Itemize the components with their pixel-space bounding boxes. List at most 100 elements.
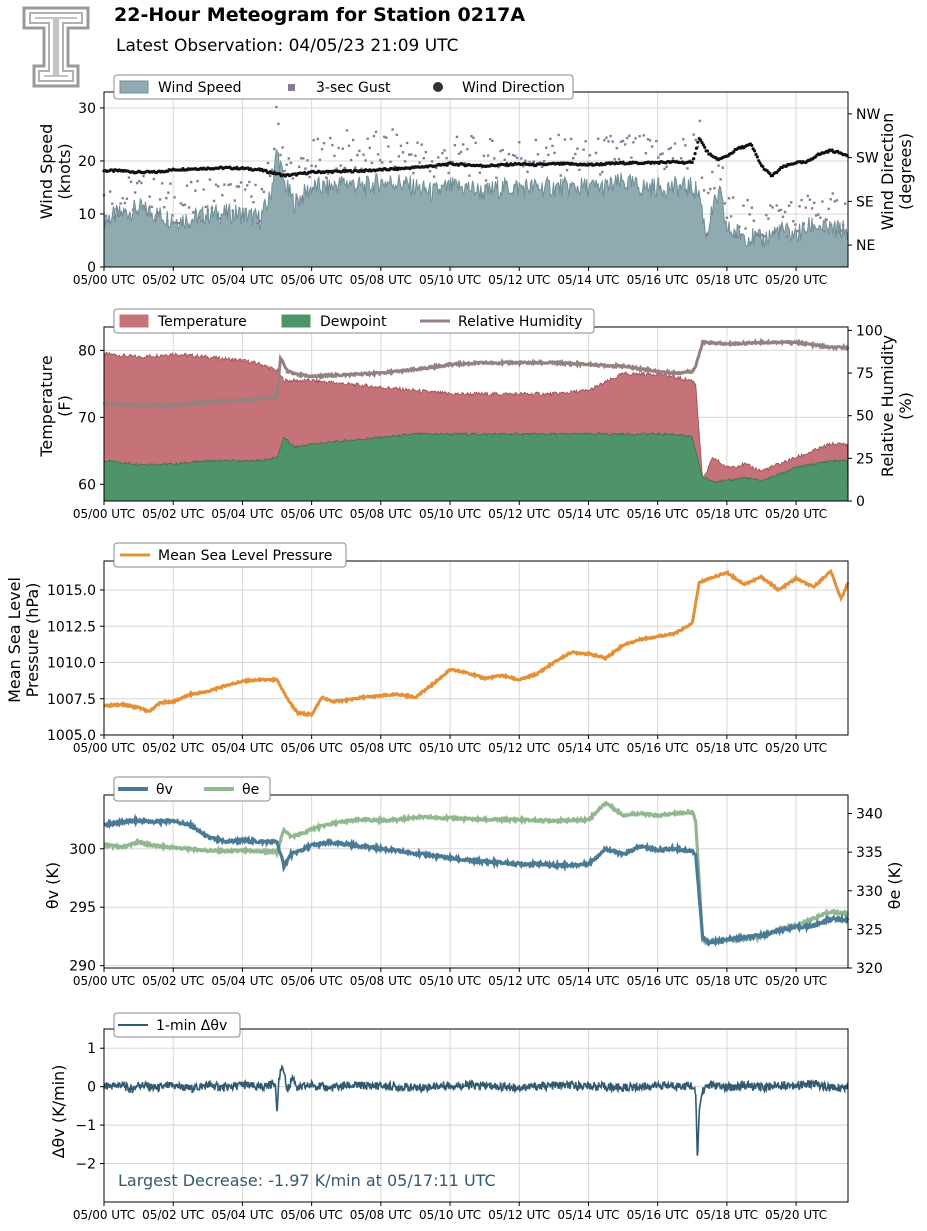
gust-point xyxy=(314,165,317,168)
gust-point xyxy=(515,156,519,160)
x-tick-label: 05/16 UTC xyxy=(627,1208,689,1222)
gust-point xyxy=(781,215,785,219)
gust-point xyxy=(491,139,494,142)
legend-label: Mean Sea Level Pressure xyxy=(158,548,332,564)
gust-point xyxy=(341,147,344,150)
gust-point xyxy=(821,200,824,203)
gust-point xyxy=(354,166,357,169)
gust-point xyxy=(831,192,834,195)
gust-point xyxy=(345,129,349,132)
x-tick-label: 05/08 UTC xyxy=(350,741,412,755)
y2-tick-label: 0 xyxy=(856,494,865,510)
gust-point xyxy=(385,136,388,139)
theta-v-line xyxy=(103,813,850,948)
gust-point xyxy=(536,153,540,156)
gust-point xyxy=(825,218,828,221)
gust-point xyxy=(194,189,197,192)
gust-point xyxy=(744,227,747,230)
gust-point xyxy=(563,138,567,141)
axes-frame xyxy=(103,560,849,736)
y-axis-label: Wind Speed(knots) xyxy=(37,124,74,219)
gust-point xyxy=(349,158,353,162)
gust-point xyxy=(617,157,621,161)
x-tick-label: 05/08 UTC xyxy=(350,507,412,521)
gust-point xyxy=(482,154,486,158)
wind-direction-point xyxy=(696,140,700,144)
x-tick-label: 05/04 UTC xyxy=(211,974,273,988)
y-tick-label: −2 xyxy=(75,1157,96,1173)
gust-point xyxy=(214,183,218,186)
gust-point xyxy=(125,197,129,200)
gust-point xyxy=(372,134,376,138)
gust-point xyxy=(773,230,776,234)
x-tick-label: 05/10 UTC xyxy=(419,507,481,521)
legend-box xyxy=(113,776,271,802)
gust-point xyxy=(727,197,731,200)
gust-point xyxy=(273,147,276,151)
wind-direction-point xyxy=(690,160,694,164)
panel-5: 05/00 UTC 05/02 UTC 05/04 UTC 05/06 UTC 05/0… xyxy=(49,1012,849,1222)
x-tick-label: 05/04 UTC xyxy=(211,273,273,287)
gust-point xyxy=(383,135,386,139)
dtheta-line xyxy=(103,1064,849,1156)
wind-direction-point xyxy=(755,155,759,159)
gust-point xyxy=(109,190,112,193)
gust-point xyxy=(794,223,797,226)
x-tick-label: 05/18 UTC xyxy=(696,1208,758,1222)
gust-point xyxy=(542,159,546,163)
gust-point xyxy=(198,216,201,219)
x-tick-label: 05/18 UTC xyxy=(696,507,758,521)
y2-tick-label: 335 xyxy=(856,845,883,861)
largest-decrease-annotation: Largest Decrease: -1.97 K/min at 05/17:1… xyxy=(118,1171,496,1190)
x-tick-label: 05/12 UTC xyxy=(488,741,550,755)
gust-point xyxy=(416,141,419,144)
pressure-line xyxy=(102,568,850,718)
y-tick-label: 1010.0 xyxy=(47,656,96,672)
gust-point xyxy=(835,199,839,202)
gust-point xyxy=(219,217,222,220)
legend-label: 3-sec Gust xyxy=(316,80,391,96)
y2-tick-label: NE xyxy=(856,238,875,254)
gust-point xyxy=(248,180,251,184)
x-tick-label: 05/14 UTC xyxy=(557,507,619,521)
y-axis-label: Mean Sea LevelPressure (hPa) xyxy=(5,577,42,703)
gust-point xyxy=(711,170,714,174)
gust-point xyxy=(179,202,183,205)
gust-point xyxy=(243,188,247,191)
gust-point xyxy=(823,230,826,233)
gust-point xyxy=(156,211,160,215)
gust-point xyxy=(717,164,720,167)
gust-point xyxy=(266,161,270,165)
gust-point xyxy=(275,105,278,109)
gust-point xyxy=(578,168,581,172)
gust-point xyxy=(623,143,627,146)
x-tick-label: 05/12 UTC xyxy=(488,1208,550,1222)
gust-point xyxy=(690,159,693,162)
gust-point xyxy=(771,206,774,209)
x-tick-label: 05/02 UTC xyxy=(142,741,204,755)
legend-label: Dewpoint xyxy=(320,314,387,330)
gust-point xyxy=(748,213,751,216)
legend-label: Temperature xyxy=(157,314,247,330)
gust-point xyxy=(750,206,753,209)
x-tick-label: 05/04 UTC xyxy=(211,1208,273,1222)
gust-point xyxy=(800,198,803,202)
gust-point xyxy=(588,154,592,157)
x-tick-label: 05/18 UTC xyxy=(696,974,758,988)
x-tick-label: 05/16 UTC xyxy=(627,974,689,988)
gust-point xyxy=(192,211,195,214)
gust-point xyxy=(281,146,284,149)
gust-point xyxy=(443,149,446,152)
gust-point xyxy=(362,153,365,156)
gust-point xyxy=(461,143,465,146)
gust-point xyxy=(210,206,214,210)
wind-direction-point xyxy=(701,143,705,147)
gust-point xyxy=(123,201,126,205)
gust-point xyxy=(190,180,193,184)
gust-point xyxy=(343,166,347,170)
y-axis-label: Δθv (K/min) xyxy=(49,1065,68,1159)
wind-direction-point xyxy=(754,152,758,156)
gust-point xyxy=(254,183,257,187)
gust-point xyxy=(696,145,700,149)
